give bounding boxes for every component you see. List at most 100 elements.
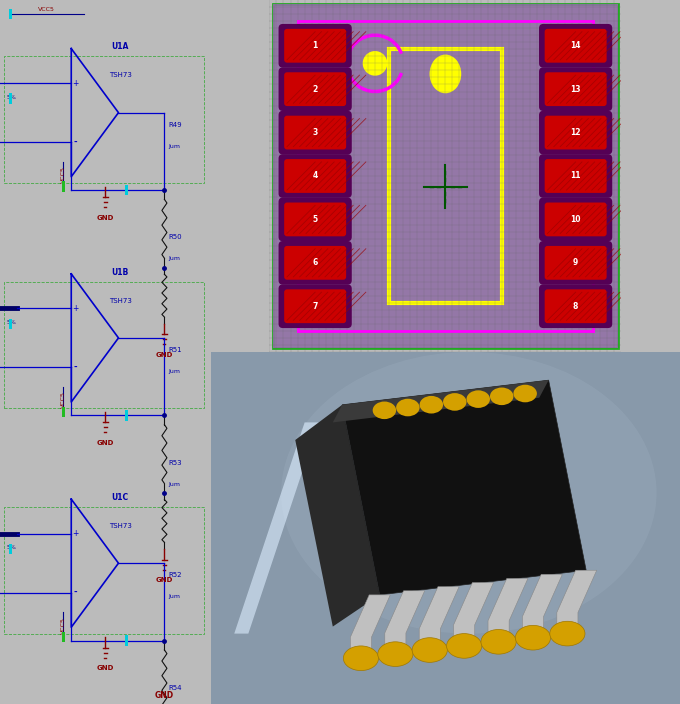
Polygon shape bbox=[522, 574, 562, 631]
FancyBboxPatch shape bbox=[284, 73, 346, 106]
Bar bbox=[125, 410, 128, 420]
FancyBboxPatch shape bbox=[284, 203, 346, 237]
FancyBboxPatch shape bbox=[284, 115, 346, 149]
FancyBboxPatch shape bbox=[545, 289, 607, 323]
Text: Jum: Jum bbox=[169, 482, 181, 486]
FancyBboxPatch shape bbox=[279, 198, 352, 241]
Bar bbox=[62, 632, 65, 642]
Text: R52: R52 bbox=[169, 572, 182, 578]
FancyBboxPatch shape bbox=[545, 203, 607, 237]
Text: 9: 9 bbox=[573, 258, 578, 268]
Text: 11: 11 bbox=[571, 172, 581, 180]
Text: GND: GND bbox=[155, 691, 174, 700]
Ellipse shape bbox=[550, 621, 585, 646]
Text: -: - bbox=[74, 138, 78, 146]
Ellipse shape bbox=[343, 646, 379, 670]
Polygon shape bbox=[454, 583, 494, 639]
FancyBboxPatch shape bbox=[545, 73, 607, 106]
Text: 12: 12 bbox=[571, 128, 581, 137]
Polygon shape bbox=[385, 591, 425, 647]
FancyBboxPatch shape bbox=[284, 289, 346, 323]
Text: R51: R51 bbox=[169, 347, 182, 353]
FancyBboxPatch shape bbox=[539, 68, 612, 111]
Ellipse shape bbox=[412, 638, 447, 662]
Text: 4: 4 bbox=[313, 172, 318, 180]
FancyBboxPatch shape bbox=[539, 284, 612, 328]
Text: +: + bbox=[73, 529, 79, 538]
Ellipse shape bbox=[430, 55, 461, 94]
Text: 6: 6 bbox=[313, 258, 318, 268]
Text: 10: 10 bbox=[571, 215, 581, 224]
Polygon shape bbox=[419, 586, 459, 643]
Text: Jum: Jum bbox=[169, 256, 181, 261]
Text: U1A: U1A bbox=[112, 42, 129, 51]
Bar bbox=[4, 507, 205, 634]
Circle shape bbox=[490, 387, 513, 405]
Ellipse shape bbox=[378, 642, 413, 667]
FancyBboxPatch shape bbox=[539, 154, 612, 198]
Bar bbox=[4, 56, 205, 183]
Text: 7: 7 bbox=[313, 302, 318, 310]
Bar bbox=[62, 182, 65, 192]
Text: TSH73: TSH73 bbox=[109, 73, 132, 78]
Text: R53: R53 bbox=[169, 460, 182, 465]
Ellipse shape bbox=[515, 625, 551, 650]
Ellipse shape bbox=[282, 352, 656, 634]
Text: U1B: U1B bbox=[112, 268, 129, 277]
Circle shape bbox=[443, 393, 466, 410]
FancyBboxPatch shape bbox=[545, 246, 607, 279]
Text: TSH73: TSH73 bbox=[109, 298, 132, 303]
Polygon shape bbox=[342, 380, 586, 595]
Text: Jum: Jum bbox=[169, 594, 181, 599]
Text: 1: 1 bbox=[313, 42, 318, 50]
Bar bbox=[9, 94, 12, 104]
Text: R49: R49 bbox=[169, 122, 182, 127]
Bar bbox=[4, 282, 205, 408]
Text: GND: GND bbox=[97, 665, 114, 672]
Bar bbox=[125, 185, 128, 195]
Bar bbox=[389, 49, 502, 303]
Text: Jum: Jum bbox=[169, 144, 181, 149]
Text: 5%: 5% bbox=[6, 545, 16, 550]
Circle shape bbox=[396, 398, 420, 416]
Polygon shape bbox=[350, 595, 390, 651]
FancyBboxPatch shape bbox=[279, 111, 352, 154]
Text: Jum: Jum bbox=[169, 369, 181, 374]
FancyBboxPatch shape bbox=[539, 241, 612, 284]
Text: VCC5: VCC5 bbox=[61, 166, 66, 183]
FancyBboxPatch shape bbox=[545, 159, 607, 193]
Text: 5%: 5% bbox=[6, 320, 16, 325]
Bar bbox=[9, 9, 12, 19]
Polygon shape bbox=[295, 405, 379, 627]
Text: 14: 14 bbox=[571, 42, 581, 50]
Bar bbox=[62, 407, 65, 417]
Circle shape bbox=[420, 396, 443, 413]
FancyBboxPatch shape bbox=[284, 246, 346, 279]
Circle shape bbox=[362, 51, 388, 76]
Text: GND: GND bbox=[156, 577, 173, 584]
FancyBboxPatch shape bbox=[545, 115, 607, 149]
Text: 5: 5 bbox=[313, 215, 318, 224]
Text: 13: 13 bbox=[571, 84, 581, 94]
FancyBboxPatch shape bbox=[545, 29, 607, 63]
FancyBboxPatch shape bbox=[539, 198, 612, 241]
Text: R54: R54 bbox=[169, 685, 182, 691]
Polygon shape bbox=[557, 570, 597, 627]
Circle shape bbox=[466, 390, 490, 408]
Polygon shape bbox=[333, 380, 549, 422]
Text: U1C: U1C bbox=[112, 493, 129, 502]
Text: 3: 3 bbox=[313, 128, 318, 137]
Bar bbox=[9, 543, 12, 555]
Polygon shape bbox=[234, 422, 319, 634]
Text: 2: 2 bbox=[313, 84, 318, 94]
FancyBboxPatch shape bbox=[279, 68, 352, 111]
Text: VCC5: VCC5 bbox=[61, 617, 66, 634]
Text: TSH73: TSH73 bbox=[109, 523, 132, 529]
FancyBboxPatch shape bbox=[279, 24, 352, 68]
Circle shape bbox=[373, 401, 396, 419]
Text: R50: R50 bbox=[169, 234, 182, 240]
FancyBboxPatch shape bbox=[279, 154, 352, 198]
Text: GND: GND bbox=[97, 215, 114, 221]
Text: VCC5: VCC5 bbox=[38, 7, 55, 12]
Ellipse shape bbox=[447, 634, 481, 658]
